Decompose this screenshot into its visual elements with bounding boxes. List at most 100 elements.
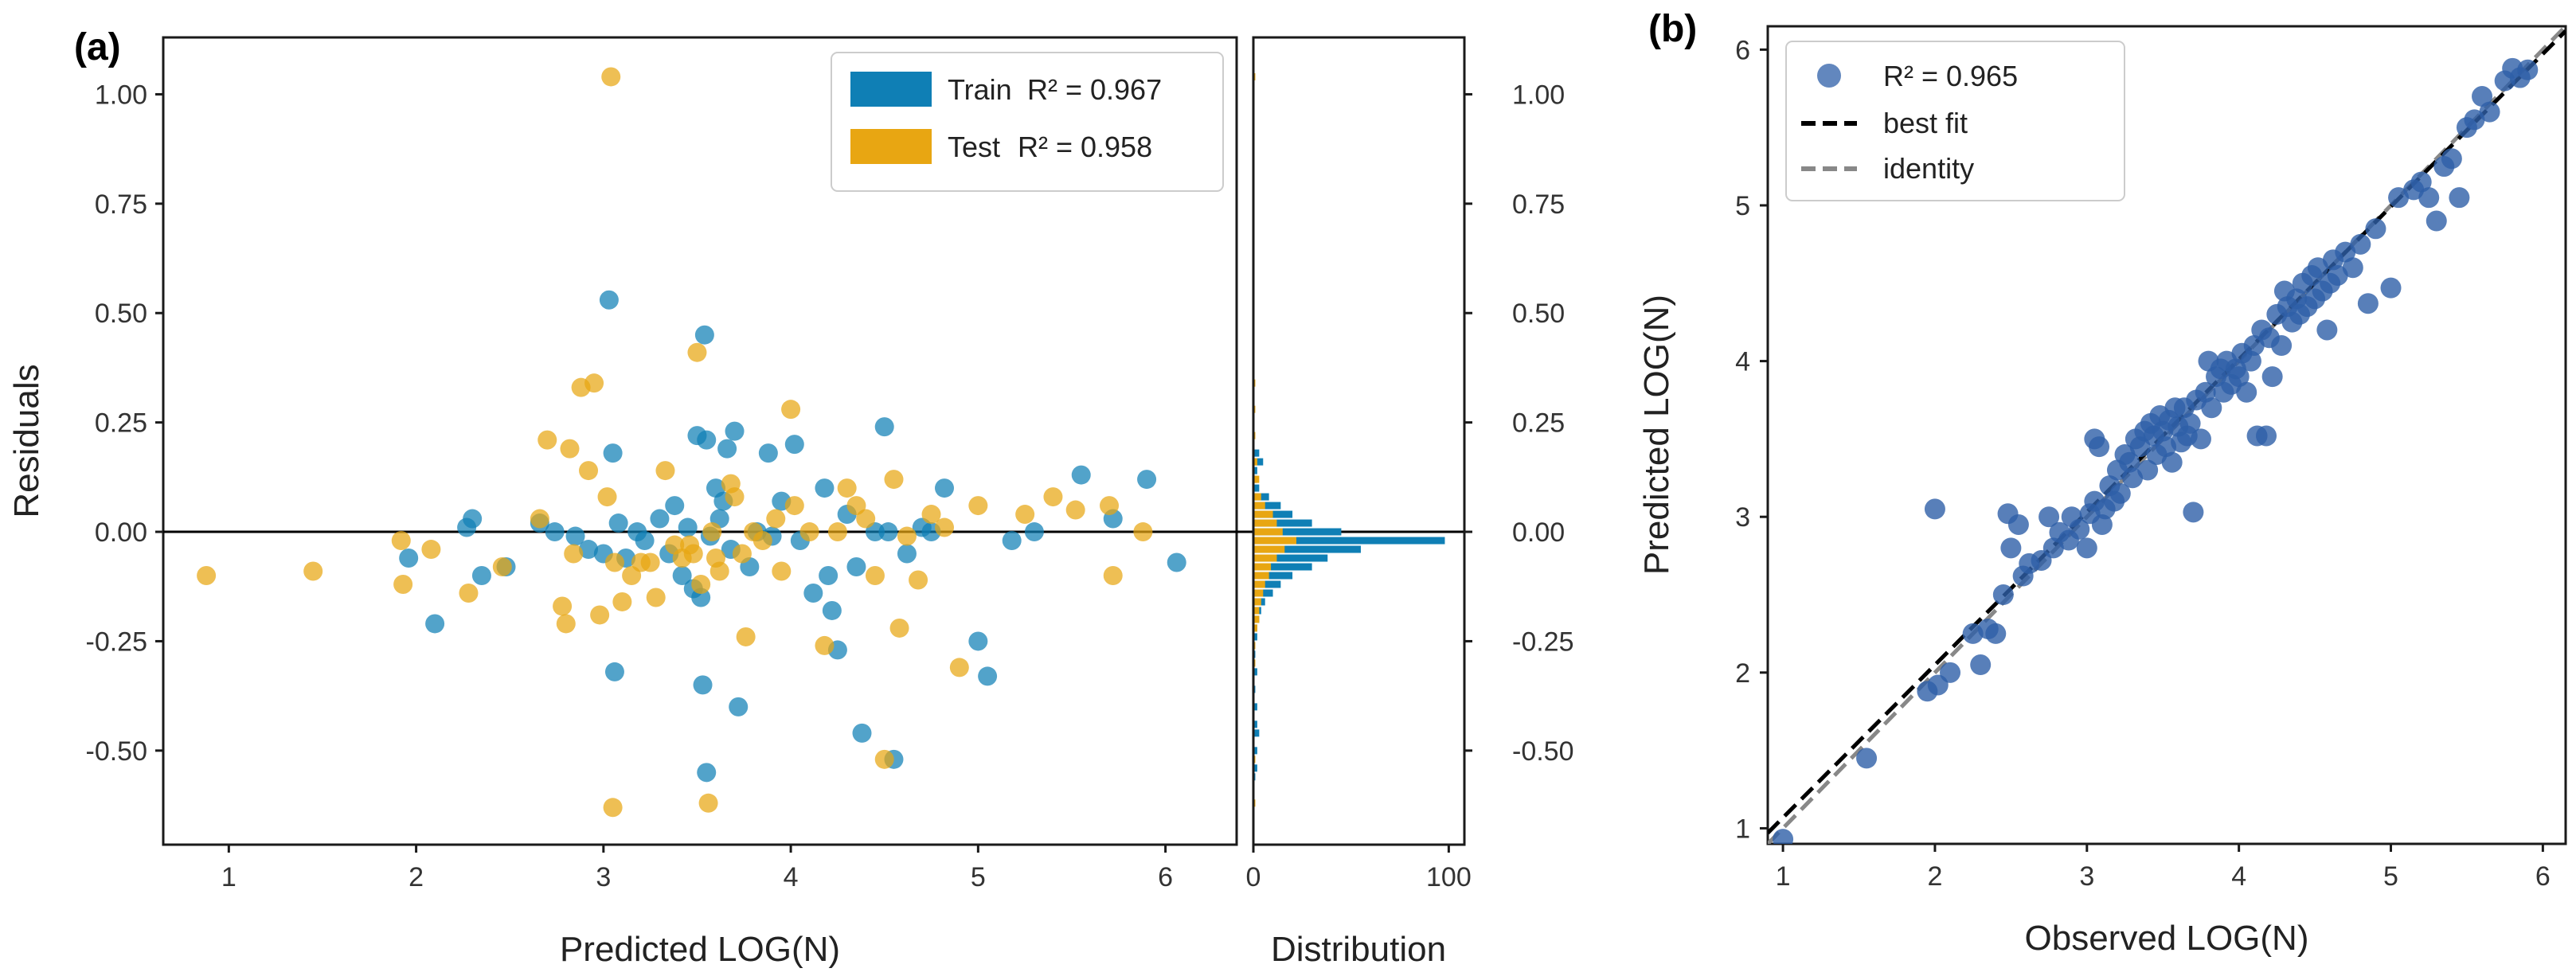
distribution-bar-test	[1253, 510, 1273, 518]
residual-point-test	[736, 627, 756, 646]
residual-point-test	[837, 478, 857, 498]
residual-point-train	[758, 443, 778, 463]
residual-point-test	[781, 400, 801, 420]
parity-lines	[1768, 26, 2566, 844]
parity-point	[2195, 381, 2216, 403]
residual-point-test	[772, 561, 792, 581]
parity-y-tick-label: 1	[1735, 814, 1750, 844]
distribution-bar-test	[1253, 554, 1277, 562]
parity-point	[2388, 187, 2410, 209]
residual-point-train	[1137, 470, 1157, 490]
legend-train-r2: R² = 0.967	[1027, 73, 1162, 106]
parity-point	[1856, 748, 1878, 769]
residual-point-test	[709, 561, 729, 581]
residual-point-train	[635, 531, 655, 551]
residual-point-test	[391, 531, 411, 551]
parity-point	[2261, 366, 2283, 388]
parity-point	[1992, 584, 2014, 606]
residual-point-train	[968, 631, 988, 651]
parity-x-label: Observed LOG(N)	[2025, 919, 2309, 958]
residual-point-test	[683, 544, 703, 564]
residual-point-train	[665, 496, 685, 516]
parity-point	[2137, 459, 2159, 481]
residual-point-test	[1043, 487, 1063, 507]
residual-point-test	[702, 522, 722, 542]
distribution-bar-test	[1253, 607, 1260, 615]
parity-point	[2418, 187, 2440, 209]
parity-point	[2449, 187, 2470, 209]
parity-point	[1940, 662, 1961, 683]
parity-point	[2426, 210, 2447, 232]
parity-x-tick-label: 3	[2079, 861, 2094, 892]
distribution-bar-train	[1253, 519, 1312, 527]
parity-legend-box	[1785, 41, 2125, 201]
distribution-y-ticks: 1.00 0.75 0.50 0.25 0.00 -0.25 -0.50	[1464, 80, 1574, 767]
residual-point-train	[1071, 465, 1091, 485]
residual-point-train	[694, 325, 714, 345]
parity-point	[2350, 233, 2371, 255]
legend-data-marker	[1817, 64, 1841, 88]
distribution-bar-train	[1253, 502, 1281, 510]
parity-point	[2365, 218, 2386, 240]
residuals-y-tick-label: 0.25	[95, 408, 147, 439]
residual-point-test	[459, 583, 479, 603]
residual-point-train	[978, 666, 998, 686]
parity-point	[2089, 436, 2110, 458]
residual-point-test	[646, 588, 666, 607]
legend-test-name: Test	[948, 131, 1000, 163]
residual-point-test	[732, 544, 752, 564]
parity-y-tick-label: 2	[1735, 658, 1750, 689]
residual-point-test	[856, 509, 876, 529]
distribution-plot-frame	[1252, 36, 1466, 846]
parity-point	[2517, 59, 2539, 80]
parity-x-tick-label: 4	[2231, 861, 2246, 892]
distribution-bar-train	[1253, 703, 1257, 711]
legend-train-name: Train	[948, 73, 1012, 106]
residual-point-train	[603, 443, 623, 463]
residuals-y-label: Residuals	[7, 364, 46, 517]
residual-point-test	[560, 439, 580, 459]
residual-point-train	[604, 662, 624, 681]
parity-point	[1985, 623, 2007, 644]
parity-point	[2441, 148, 2462, 170]
residual-point-train	[725, 421, 745, 441]
distribution-bar-train	[1253, 633, 1257, 641]
residual-point-test	[421, 540, 441, 560]
distribution-bar-train	[1253, 729, 1260, 737]
parity-point	[2183, 502, 2204, 523]
residual-point-test	[799, 522, 819, 542]
distribution-bar-test	[1253, 502, 1265, 510]
parity-x-tick-label: 2	[1927, 861, 1942, 892]
residual-point-train	[672, 566, 692, 585]
residual-point-test	[827, 522, 847, 542]
residuals-plot: 1 2 3 4 5 6 1.00 0.75 0.50 0.25 0.00 -0.25 -0.50 Pr…	[7, 36, 1464, 969]
residual-point-train	[697, 763, 717, 783]
parity-point	[2357, 293, 2379, 314]
residual-point-train	[897, 544, 917, 564]
residual-point-test	[784, 496, 804, 516]
residual-point-test	[1103, 566, 1123, 585]
distribution-y-tick-label: 0.00	[1512, 517, 1565, 548]
residual-point-test	[687, 342, 707, 362]
parity-point	[2076, 537, 2097, 559]
residual-point-test	[603, 798, 623, 818]
distribution-x-tick-label: 0	[1246, 862, 1261, 892]
distribution-bar-train	[1253, 537, 1445, 545]
residual-point-train	[678, 517, 698, 537]
residual-point-train	[729, 697, 749, 716]
residual-point-train	[697, 430, 717, 450]
distribution-bar-test	[1253, 545, 1285, 553]
residuals-x-tick-label: 2	[408, 862, 424, 892]
residual-point-train	[1167, 552, 1186, 572]
distribution-bar-train	[1253, 554, 1328, 562]
residual-point-test	[197, 566, 217, 585]
residual-point-train	[545, 522, 565, 542]
parity-point	[2161, 451, 2183, 473]
panel-b-label: (b)	[1648, 8, 1697, 50]
residual-point-test	[889, 618, 909, 638]
parity-point	[2316, 319, 2338, 341]
parity-point	[1773, 829, 1794, 844]
parity-point	[2109, 482, 2131, 504]
legend-test-swatch	[850, 129, 932, 164]
